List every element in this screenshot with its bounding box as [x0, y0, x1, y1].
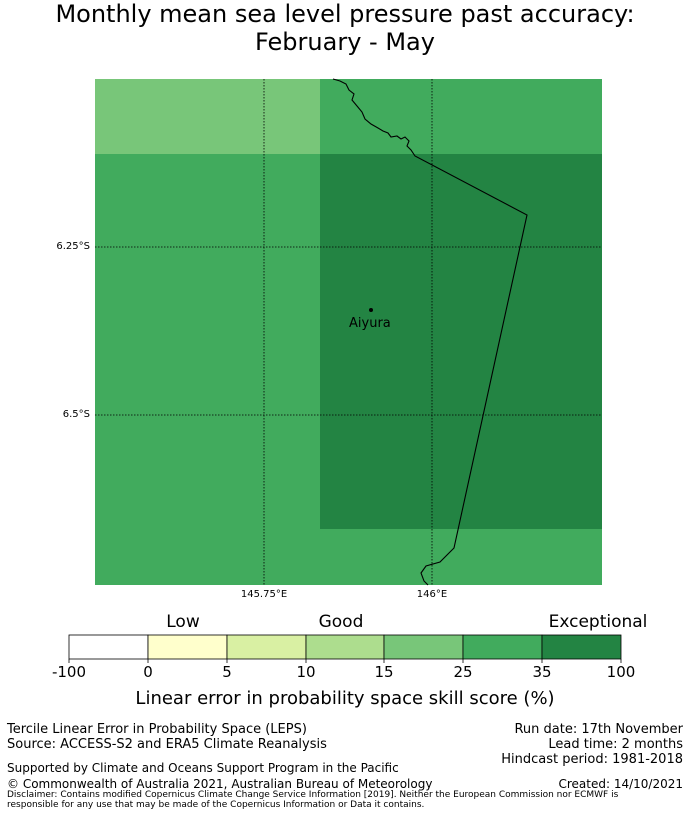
lon-label-145-75: 145.75°E — [240, 589, 288, 600]
grid-cell-top-left — [95, 79, 320, 154]
grid-cell-bottom — [95, 529, 602, 585]
footer-run-date: Run date: 17th November — [514, 722, 683, 737]
lon-label-146: 146°E — [416, 589, 448, 600]
colorbar-tick: -100 — [51, 663, 87, 681]
footer-leps: Tercile Linear Error in Probability Spac… — [7, 722, 307, 737]
footer-hindcast: Hindcast period: 1981-2018 — [501, 752, 683, 767]
colorbar-tick: 100 — [606, 663, 636, 681]
colorbar-tick: 10 — [296, 663, 316, 681]
colorbar-tick: 25 — [453, 663, 473, 681]
place-label: Aiyura — [349, 316, 391, 331]
lat-label-6-25: 6.25°S — [56, 241, 90, 252]
grid-cell-top-right — [320, 79, 602, 154]
category-exceptional: Exceptional — [548, 612, 648, 632]
colorbar-tick: 5 — [222, 663, 232, 681]
grid-cell-mid-left — [95, 154, 320, 529]
colorbar-tick: 0 — [143, 663, 153, 681]
lat-label-6-5: 6.5°S — [62, 409, 90, 420]
coastline — [332, 78, 528, 586]
category-low: Low — [166, 612, 200, 632]
aiyura-marker — [369, 308, 373, 312]
footer-copyright: © Commonwealth of Australia 2021, Austra… — [7, 777, 433, 791]
grid-cell-mid-right — [320, 154, 602, 529]
colorbar-tick: 15 — [374, 663, 394, 681]
footer-lead-time: Lead time: 2 months — [548, 737, 683, 752]
map-title-line2: February - May — [255, 28, 435, 56]
footer-source: Source: ACCESS-S2 and ERA5 Climate Reana… — [7, 737, 327, 752]
gridlines — [95, 79, 602, 585]
footer-disclaimer: Disclaimer: Contains modified Copernicus… — [7, 790, 619, 810]
colorbar-label: Linear error in probability space skill … — [135, 688, 555, 709]
category-good: Good — [318, 612, 364, 632]
footer-created: Created: 14/10/2021 — [558, 777, 683, 791]
footer-support: Supported by Climate and Oceans Support … — [7, 761, 399, 775]
map-title-line1: Monthly mean sea level pressure past acc… — [55, 0, 635, 28]
colorbar-tick: 35 — [532, 663, 552, 681]
